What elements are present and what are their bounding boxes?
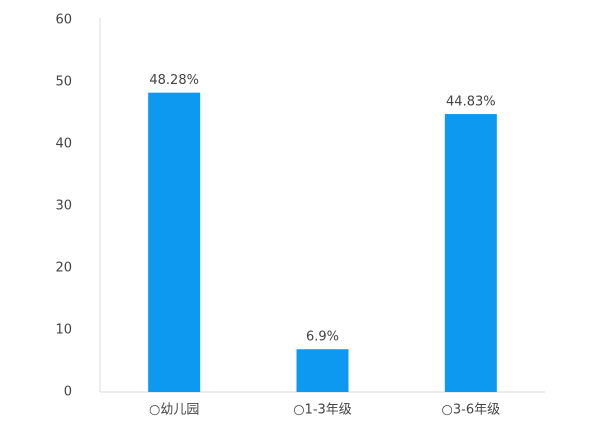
y-tick-label: 50 — [55, 75, 72, 90]
x-tick-label: ○3-6年级 — [442, 403, 501, 418]
y-tick-label: 10 — [55, 323, 72, 338]
y-tick-label: 40 — [55, 137, 72, 152]
bar — [148, 92, 201, 392]
y-tick-label: 0 — [64, 385, 72, 400]
bar — [296, 349, 349, 392]
bar — [444, 114, 497, 392]
y-tick-label: 20 — [55, 261, 72, 276]
data-label: 44.83% — [446, 95, 496, 110]
data-label: 6.9% — [306, 330, 339, 345]
y-tick-label: 60 — [55, 13, 72, 28]
x-tick-label: ○幼儿园 — [149, 403, 199, 418]
data-label: 48.28% — [149, 73, 199, 88]
y-tick-label: 30 — [55, 199, 72, 214]
x-tick-label: ○1-3年级 — [293, 403, 352, 418]
